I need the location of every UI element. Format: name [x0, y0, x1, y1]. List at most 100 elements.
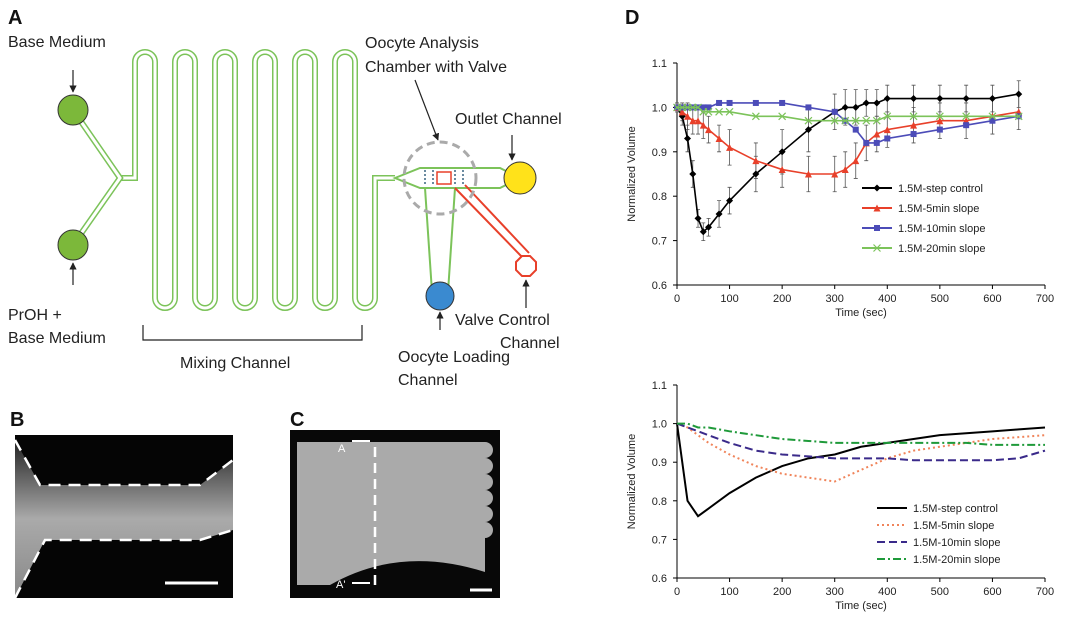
micrograph — [13, 435, 234, 599]
marker — [704, 107, 713, 116]
marker — [873, 130, 881, 138]
x-tick-label: 500 — [931, 293, 949, 305]
label: Oocyte Loading — [398, 349, 510, 366]
marker — [884, 135, 891, 142]
marker — [988, 95, 996, 103]
y-axis-title: Normalized Volume — [626, 434, 638, 529]
x-tick-label: 400 — [878, 586, 896, 598]
label: Chamber with Valve — [365, 59, 507, 76]
marker — [883, 112, 892, 121]
marker — [841, 166, 849, 174]
series-line — [677, 422, 1045, 446]
marker — [862, 116, 871, 125]
marker — [963, 122, 970, 129]
label: Channel — [398, 372, 458, 389]
y-tick-label: 1.0 — [652, 102, 667, 114]
marker — [678, 108, 686, 116]
marker — [700, 104, 707, 111]
y-tick-label: 1.1 — [652, 380, 667, 392]
marker — [852, 157, 860, 165]
x-tick-label: 300 — [826, 586, 844, 598]
legend-label: 1.5M-5min slope — [898, 203, 979, 215]
marker — [694, 117, 702, 125]
channel-inner — [120, 50, 395, 310]
label: A' — [336, 579, 345, 591]
marker — [851, 116, 860, 125]
marker — [804, 126, 812, 134]
marker — [989, 117, 996, 124]
marker — [684, 112, 692, 120]
panel-label: B — [10, 409, 24, 431]
marker — [778, 112, 787, 121]
marker — [804, 116, 813, 125]
marker — [936, 117, 944, 125]
y-tick-label: 0.9 — [652, 457, 667, 469]
marker — [705, 126, 713, 134]
marker — [689, 170, 697, 178]
marker — [909, 112, 918, 121]
marker — [805, 104, 812, 111]
marker — [699, 228, 707, 236]
marker — [883, 95, 891, 103]
marker — [752, 170, 760, 178]
marker — [873, 184, 881, 192]
marker — [962, 112, 971, 121]
marker — [962, 95, 970, 103]
marker — [841, 116, 850, 125]
legend-label: 1.5M-step control — [898, 183, 983, 195]
marker — [726, 143, 734, 151]
label: Base Medium — [8, 34, 106, 51]
marker — [684, 134, 692, 142]
marker — [874, 225, 880, 231]
legend-label: 1.5M-step control — [913, 503, 998, 515]
marker — [935, 112, 944, 121]
marker — [852, 103, 860, 111]
series-line — [676, 423, 1046, 518]
marker — [1014, 112, 1023, 121]
marker — [910, 121, 918, 129]
x-tick-label: 500 — [931, 586, 949, 598]
label: Oocyte Analysis — [365, 35, 479, 52]
label: Valve Control — [455, 312, 550, 329]
marker — [852, 126, 859, 133]
marker — [715, 210, 723, 218]
label: Base Medium — [8, 330, 106, 347]
outlet-port — [503, 161, 537, 195]
marker — [873, 99, 881, 107]
marker — [873, 204, 881, 212]
marker — [726, 197, 734, 205]
marker — [804, 170, 812, 178]
panel-label: C — [290, 409, 304, 431]
marker — [936, 95, 944, 103]
marker — [883, 126, 891, 134]
marker — [779, 99, 786, 106]
y-tick-label: 0.6 — [652, 280, 667, 292]
bracket — [142, 325, 363, 341]
marker — [725, 107, 734, 116]
marker — [862, 99, 870, 107]
inlet-port — [57, 229, 89, 261]
y-tick-label: 0.9 — [652, 147, 667, 159]
x-tick-label: 600 — [983, 293, 1001, 305]
y-tick-label: 0.8 — [652, 496, 667, 508]
marker — [841, 103, 849, 111]
marker — [752, 157, 760, 165]
x-tick-label: 200 — [773, 586, 791, 598]
marker — [873, 139, 880, 146]
x-tick-label: 400 — [878, 293, 896, 305]
marker — [830, 116, 839, 125]
marker — [715, 134, 723, 142]
marker — [699, 121, 707, 129]
x-tick-label: 700 — [1036, 293, 1054, 305]
marker — [831, 170, 839, 178]
panel-label: A — [8, 7, 22, 29]
x-tick-label: 100 — [720, 293, 738, 305]
y-tick-label: 0.7 — [652, 236, 667, 248]
y-tick-label: 0.8 — [652, 191, 667, 203]
marker — [705, 223, 713, 231]
y-tick-label: 1.1 — [652, 58, 667, 70]
marker — [752, 99, 759, 106]
series-line — [676, 422, 1046, 462]
x-tick-label: 300 — [826, 293, 844, 305]
